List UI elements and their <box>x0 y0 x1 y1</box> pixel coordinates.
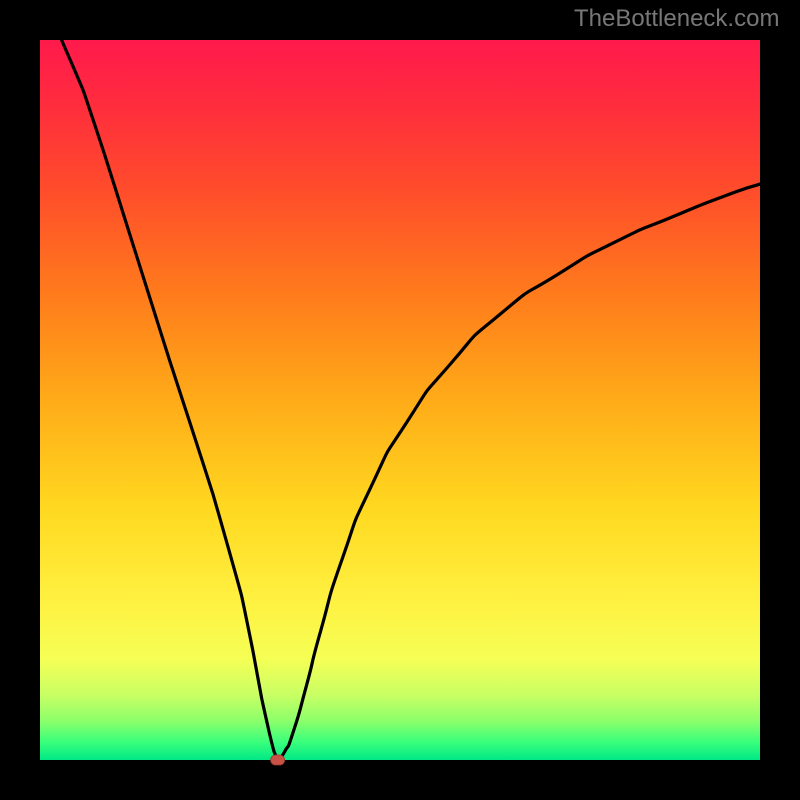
chart-root: TheBottleneck.com <box>0 0 800 800</box>
plot-background <box>40 40 760 760</box>
watermark-text: TheBottleneck.com <box>574 5 779 32</box>
notch-marker <box>271 755 285 765</box>
